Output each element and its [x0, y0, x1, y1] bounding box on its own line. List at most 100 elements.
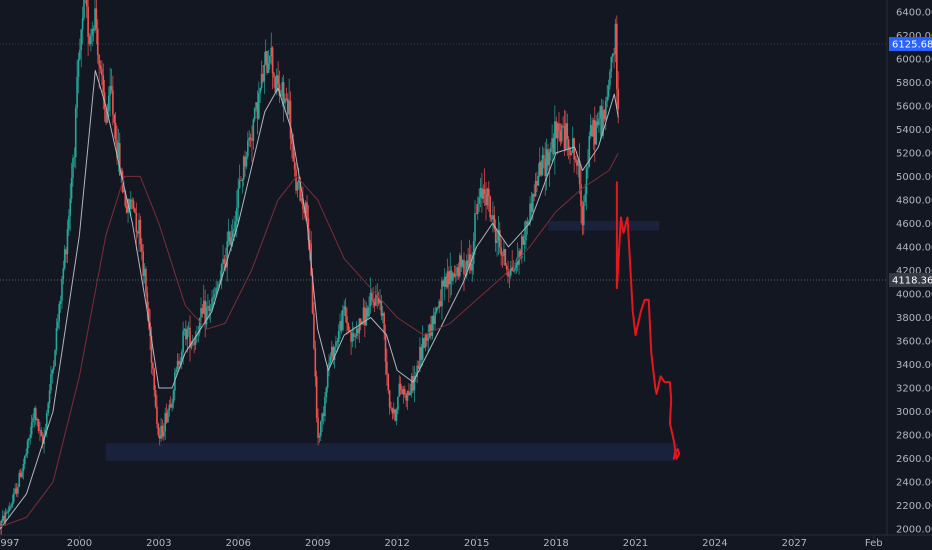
candle-body [271, 47, 274, 74]
candle-body [581, 205, 584, 226]
time-axis[interactable]: 1997 2000 2003 2006 2009 2012 2015 2018 2021 2024… [0, 535, 883, 549]
candle-body [58, 303, 61, 322]
candle-body [503, 248, 505, 256]
candle-body [507, 268, 509, 277]
candle-body [342, 309, 344, 331]
candle-body [307, 217, 310, 240]
candle-body [354, 336, 357, 337]
candle-body [260, 73, 263, 89]
price-tick-label: 6400.00 [896, 7, 932, 18]
candle-body [14, 488, 16, 494]
candle-body [600, 106, 603, 136]
candle-body [390, 407, 392, 409]
candle-body [158, 435, 161, 439]
candle-body [547, 149, 549, 166]
price-axis[interactable]: 2000.00 2200.00 2400.00 2600.00 2800.00 3000.… [896, 7, 932, 535]
candle-body [52, 365, 55, 370]
candle-body [419, 346, 421, 369]
candle-body [552, 138, 555, 155]
candle-body [267, 63, 270, 73]
price-badge-label: 6125.68 [892, 40, 932, 51]
candle-body [263, 64, 266, 82]
candle-body [577, 160, 580, 166]
candle-body [106, 111, 109, 123]
candle-body [501, 255, 504, 257]
candle-body [377, 296, 380, 304]
candle-body [202, 300, 205, 314]
candle-body [4, 512, 7, 522]
candle-body [168, 404, 171, 411]
candle-body [331, 346, 333, 357]
candle-body [555, 121, 558, 139]
candle-body [138, 219, 140, 234]
candle-body [337, 331, 340, 343]
candle-body [293, 161, 296, 170]
candle-body [176, 360, 179, 370]
time-tick-label: Feb [865, 538, 883, 549]
candle-body [172, 390, 175, 403]
candle-body [549, 148, 552, 153]
candle-body [357, 328, 359, 334]
candle-body [12, 493, 15, 502]
candle-body [234, 221, 237, 229]
candle-body [450, 270, 453, 281]
candle-body [521, 236, 523, 258]
candle-body [386, 361, 388, 375]
candle-body [426, 333, 428, 341]
candle-body [237, 188, 239, 208]
candle-body [449, 270, 452, 285]
candle-body [241, 179, 244, 181]
candle-body [157, 423, 160, 436]
candle-body [423, 338, 425, 348]
candle-body [379, 300, 381, 304]
candle-body [336, 341, 339, 343]
candle-body [485, 193, 487, 206]
candle-body [125, 205, 128, 213]
candle-body [171, 402, 173, 408]
candle-body [1, 515, 4, 521]
candle-body [92, 28, 95, 31]
candle-body [216, 287, 219, 289]
time-tick-label: 2021 [623, 538, 648, 549]
candle-body [208, 306, 211, 311]
candle-body [62, 268, 65, 279]
candle-body [545, 149, 548, 177]
candle-body [251, 139, 253, 141]
candle-body [474, 213, 476, 242]
candle-body [189, 327, 191, 348]
candle-body [318, 435, 321, 438]
candle-body [266, 51, 268, 73]
candle-body [29, 434, 32, 438]
candle-body [150, 335, 153, 363]
candle-body [109, 85, 111, 96]
fast-moving-average-line [0, 70, 619, 530]
candle-body [46, 413, 48, 430]
candle-body [417, 365, 420, 369]
candle-body [209, 309, 212, 311]
time-tick-label: 2012 [384, 538, 409, 549]
candle-body [388, 390, 391, 408]
candle-body [136, 231, 139, 234]
candle-body [41, 436, 44, 445]
candle-body [380, 300, 383, 316]
candle-body [17, 486, 19, 494]
candle-body [114, 122, 117, 141]
candle-body [258, 92, 260, 119]
candle-body [161, 425, 164, 437]
candle-body [233, 228, 235, 232]
time-tick-label: 2003 [146, 538, 171, 549]
candle-body [368, 306, 370, 317]
price-tick-label: 4400.00 [896, 242, 932, 253]
candle-body [99, 65, 102, 69]
candle-body [582, 202, 585, 226]
candle-body [281, 82, 284, 96]
candle-body [365, 308, 368, 326]
candle-body [320, 421, 322, 436]
candle-body [614, 23, 617, 55]
candle-body [55, 328, 58, 351]
candle-body [124, 190, 127, 206]
time-tick-label: 2018 [543, 538, 568, 549]
candle-body [421, 338, 424, 360]
candle-body [28, 437, 30, 441]
